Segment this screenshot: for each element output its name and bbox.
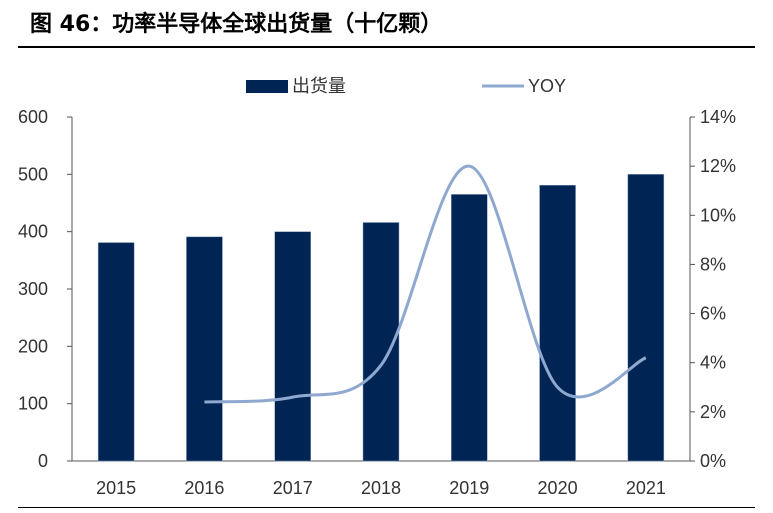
left-tick-label: 300 (18, 279, 48, 299)
x-tick-label: 2021 (626, 478, 666, 498)
bottom-rule (18, 507, 755, 508)
left-tick-label: 400 (18, 222, 48, 242)
left-tick-label: 500 (18, 164, 48, 184)
bar-2016 (186, 236, 223, 462)
bar-2021 (627, 174, 665, 462)
legend-line-label: YOY (528, 76, 566, 96)
right-tick-label: 6% (700, 304, 726, 324)
left-tick-label: 100 (18, 394, 48, 414)
x-tick-label: 2018 (361, 478, 401, 498)
right-tick-label: 14% (700, 107, 736, 127)
top-rule (18, 46, 755, 48)
x-tick-label: 2020 (538, 478, 578, 498)
chart-title: 图 46：功率半导体全球出货量（十亿颗） (30, 12, 443, 37)
x-tick-label: 2017 (273, 478, 313, 498)
bar-2015 (97, 242, 135, 462)
bar-2017 (274, 231, 311, 462)
right-tick-label: 0% (700, 451, 726, 471)
legend-bar-label: 出货量 (292, 76, 346, 96)
left-tick-label: 200 (18, 336, 48, 356)
x-tick-label: 2016 (184, 478, 224, 498)
right-tick-label: 4% (700, 353, 726, 373)
x-tick-label: 2015 (96, 478, 136, 498)
bar-2020 (539, 184, 576, 462)
bar-2019 (451, 194, 488, 462)
yoy-line (204, 164, 647, 404)
right-tick-label: 12% (700, 156, 736, 176)
right-tick-label: 10% (700, 205, 736, 225)
left-tick-label: 0 (38, 451, 48, 471)
legend-bar-swatch (246, 80, 288, 93)
x-tick-label: 2019 (449, 478, 489, 498)
left-tick-label: 600 (18, 107, 48, 127)
right-tick-label: 2% (700, 402, 726, 422)
right-tick-label: 8% (700, 254, 726, 274)
